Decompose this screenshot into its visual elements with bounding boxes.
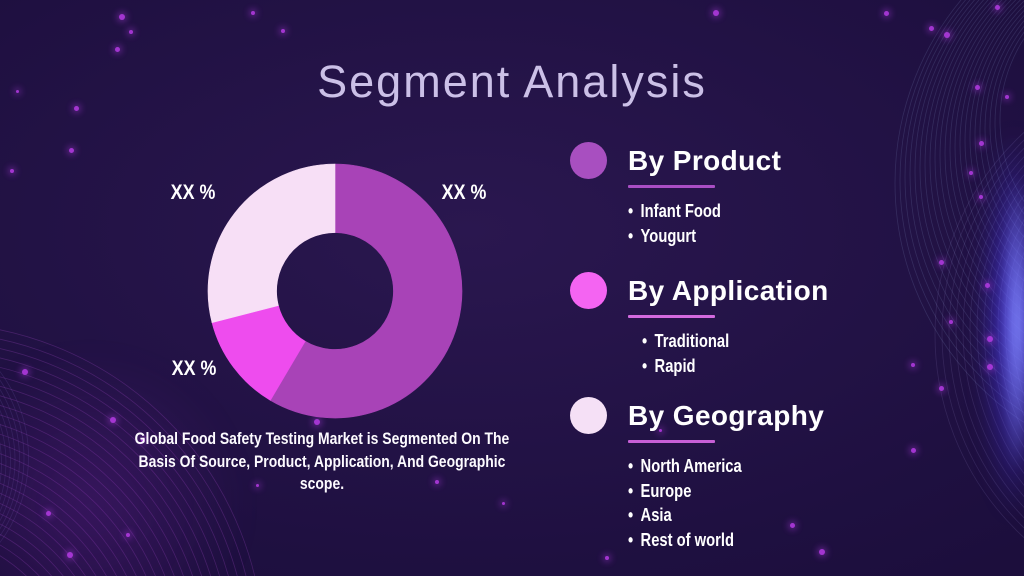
segment-label-by-product: XX % [441, 181, 487, 204]
legend-item-label: Europe [640, 480, 692, 501]
star-dot [1005, 95, 1009, 99]
by-geography-underline [628, 440, 715, 443]
legend-item-label: North America [640, 456, 742, 476]
star-dot [255, 483, 259, 487]
star-dot [141, 438, 145, 442]
star-dot [938, 385, 944, 391]
bullet-icon: • [628, 201, 634, 221]
star-dot [944, 32, 950, 38]
star-dot [605, 556, 609, 560]
star-dot [126, 533, 130, 537]
star-dot [129, 30, 133, 34]
star-dot [68, 147, 74, 153]
star-dot [969, 171, 973, 175]
blue-edge-glow-core [1000, 175, 1024, 475]
star-dot [938, 259, 944, 265]
star-dot [883, 10, 889, 16]
star-dot [819, 549, 825, 555]
legend-item: • Yougurt [628, 224, 859, 249]
star-dot [949, 320, 953, 324]
by-product-underline [628, 185, 715, 188]
star-dot [501, 501, 505, 505]
star-dot [658, 428, 662, 432]
star-dot [987, 336, 993, 342]
by-product-marker-icon [570, 142, 607, 179]
star-dot [435, 480, 439, 484]
legend-item: • Infant Food [628, 199, 859, 224]
donut-chart [207, 163, 463, 419]
legend-section-by-product: By Product • Infant Food • Yougurt [570, 142, 910, 248]
legend-item: • Rest of world [628, 528, 859, 553]
legend-item: • Europe [628, 479, 859, 504]
star-dot [984, 282, 990, 288]
by-product-items: • Infant Food • Yougurt [628, 199, 910, 248]
star-dot [15, 89, 19, 93]
star-dot [994, 4, 1000, 10]
legend-item-label: Traditional [654, 331, 730, 351]
legend-item-label: Infant Food [640, 201, 721, 221]
legend-item-label: Yougurt [640, 225, 697, 246]
legend-section-by-geography: By Geography • North America • Europe • Asia • R… [570, 397, 910, 552]
star-dot [114, 46, 120, 52]
star-dot [910, 447, 916, 453]
by-application-items: • Traditional • Rapid [642, 329, 910, 378]
donut-slice-by-product [269, 163, 463, 419]
slide-title: Segment Analysis [317, 56, 707, 107]
legend-section-by-application: By Application • Traditional • Rapid [570, 272, 910, 378]
bullet-icon: • [628, 480, 634, 501]
legend-item: • Asia [628, 503, 859, 528]
star-dot [22, 369, 28, 375]
star-dot [314, 419, 320, 425]
legend-item: • Traditional [642, 329, 862, 354]
star-dot [979, 195, 983, 199]
legend-item: • Rapid [642, 354, 862, 379]
star-dot [110, 417, 116, 423]
legend-item-label: Asia [640, 505, 672, 525]
star-dot [251, 11, 255, 15]
star-dot [911, 363, 915, 367]
by-geography-heading: By Geography [628, 400, 825, 431]
star-dot [10, 169, 14, 173]
bullet-icon: • [628, 225, 634, 246]
star-dot [73, 105, 79, 111]
star-dot [45, 510, 51, 516]
by-geography-items: • North America • Europe • Asia • Rest of world [628, 454, 910, 552]
by-application-marker-icon [570, 272, 607, 309]
star-dot [713, 10, 719, 16]
star-dot [281, 29, 285, 33]
legend-item-label: Rapid [654, 355, 696, 376]
star-dot [928, 25, 934, 31]
donut-slice-by-geography [207, 163, 336, 323]
segment-label-by-application: XX % [171, 357, 217, 380]
star-dot [974, 84, 980, 90]
segment-label-by-geography: XX % [170, 181, 216, 204]
by-application-underline [628, 315, 715, 318]
star-dot [789, 522, 795, 528]
bullet-icon: • [642, 355, 648, 376]
bullet-icon: • [628, 456, 634, 476]
by-application-heading: By Application [628, 275, 829, 306]
bullet-icon: • [628, 505, 634, 525]
star-dot [987, 364, 993, 370]
chart-caption: Global Food Safety Testing Market is Seg… [134, 429, 510, 494]
star-dot [67, 552, 73, 558]
star-dot [978, 140, 984, 146]
by-product-heading: By Product [628, 145, 782, 176]
by-geography-marker-icon [570, 397, 607, 434]
bullet-icon: • [628, 529, 634, 550]
bullet-icon: • [642, 331, 648, 351]
star-dot [119, 14, 125, 20]
legend-item-label: Rest of world [640, 529, 735, 550]
legend-item: • North America [628, 454, 859, 479]
